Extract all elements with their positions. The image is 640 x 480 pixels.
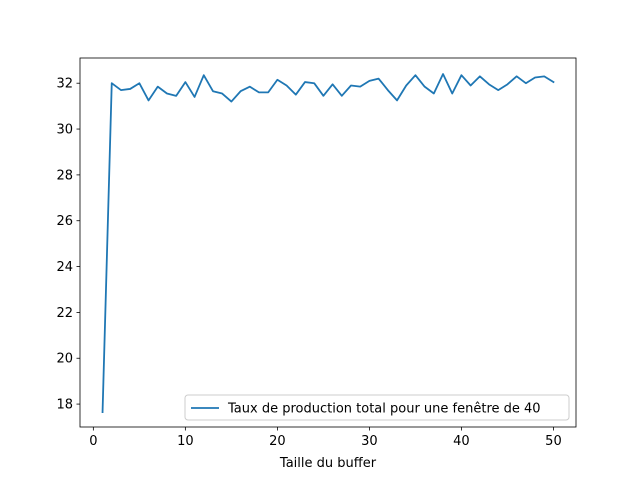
y-tick-label: 32 [56,77,73,92]
y-axis: 18 20 22 24 26 28 30 32 [56,77,80,413]
x-axis-title: Taille du buffer [279,456,377,471]
plot-area [79,57,577,428]
legend-label: Taux de production total pour une fenêtr… [227,402,541,417]
x-tick-label: 40 [453,434,470,449]
x-tick-label: 0 [89,434,97,449]
legend-box [184,394,570,421]
legend: Taux de production total pour une fenêtr… [184,394,570,421]
x-tick-label: 10 [177,434,194,449]
x-tick-label: 50 [545,434,562,449]
y-tick-label: 18 [56,398,73,413]
y-tick-label: 24 [56,260,73,275]
x-tick-label: 30 [361,434,378,449]
x-axis: 0 10 20 30 40 50 [89,427,562,449]
y-tick-label: 26 [56,214,73,229]
y-tick-label: 28 [56,168,73,183]
series-line [101,73,555,414]
y-tick-label: 22 [56,306,73,321]
x-tick-label: 20 [269,434,286,449]
y-tick-label: 20 [56,352,73,367]
y-tick-label: 30 [56,123,73,138]
plot-frame [79,57,577,428]
